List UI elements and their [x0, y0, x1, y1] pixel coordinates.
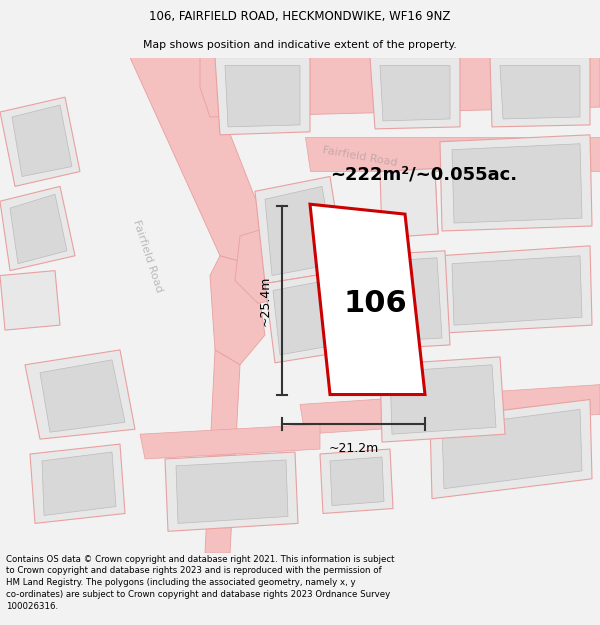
Text: Map shows position and indicative extent of the property.: Map shows position and indicative extent… — [143, 40, 457, 50]
Polygon shape — [165, 452, 298, 531]
Polygon shape — [265, 271, 355, 362]
Polygon shape — [490, 58, 590, 127]
Polygon shape — [176, 460, 288, 523]
Polygon shape — [140, 424, 320, 459]
Text: Fairfield Road: Fairfield Road — [322, 145, 398, 168]
Polygon shape — [235, 216, 340, 303]
Polygon shape — [0, 186, 75, 271]
Text: 106: 106 — [343, 289, 407, 318]
Polygon shape — [370, 58, 460, 129]
Polygon shape — [355, 251, 450, 350]
Polygon shape — [390, 262, 435, 328]
Polygon shape — [205, 350, 240, 553]
Polygon shape — [380, 169, 438, 238]
Polygon shape — [500, 66, 580, 119]
Polygon shape — [380, 66, 450, 121]
Polygon shape — [452, 144, 582, 223]
Polygon shape — [300, 384, 600, 434]
Polygon shape — [25, 350, 135, 439]
Polygon shape — [330, 457, 384, 506]
Polygon shape — [210, 256, 265, 365]
Polygon shape — [273, 279, 347, 355]
Polygon shape — [398, 269, 428, 323]
Polygon shape — [365, 258, 442, 342]
Polygon shape — [440, 135, 592, 231]
Text: Contains OS data © Crown copyright and database right 2021. This information is : Contains OS data © Crown copyright and d… — [6, 554, 395, 611]
Polygon shape — [215, 58, 310, 135]
Polygon shape — [0, 97, 80, 186]
Polygon shape — [255, 176, 345, 284]
Polygon shape — [10, 194, 67, 264]
Polygon shape — [452, 256, 582, 325]
Polygon shape — [430, 399, 592, 499]
Polygon shape — [30, 444, 125, 523]
Polygon shape — [390, 365, 496, 434]
Polygon shape — [265, 186, 335, 276]
Polygon shape — [442, 409, 582, 489]
Polygon shape — [305, 137, 600, 171]
Text: ~21.2m: ~21.2m — [328, 442, 379, 455]
Text: 106, FAIRFIELD ROAD, HECKMONDWIKE, WF16 9NZ: 106, FAIRFIELD ROAD, HECKMONDWIKE, WF16 … — [149, 9, 451, 22]
Polygon shape — [42, 452, 116, 516]
Text: ~25.4m: ~25.4m — [259, 275, 272, 326]
Polygon shape — [320, 449, 393, 514]
Polygon shape — [310, 204, 425, 394]
Polygon shape — [12, 105, 72, 176]
Text: ~222m²/~0.055ac.: ~222m²/~0.055ac. — [330, 166, 517, 184]
Polygon shape — [40, 360, 125, 432]
Polygon shape — [200, 58, 600, 117]
Polygon shape — [395, 174, 438, 236]
Text: Fairfield Road: Fairfield Road — [131, 218, 164, 293]
Polygon shape — [225, 66, 300, 127]
Polygon shape — [440, 246, 592, 333]
Polygon shape — [0, 271, 60, 330]
Polygon shape — [380, 357, 505, 442]
Polygon shape — [130, 58, 270, 266]
